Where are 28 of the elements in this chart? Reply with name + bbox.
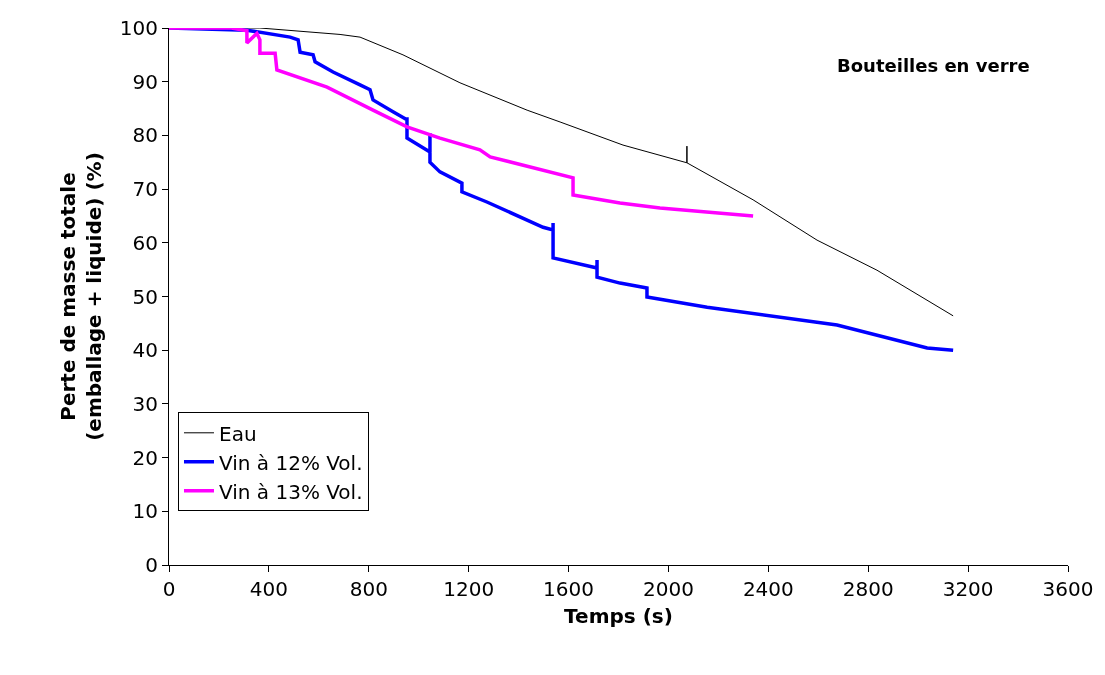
- y-tick-label: 20: [132, 445, 158, 470]
- y-tick-label: 40: [132, 338, 158, 363]
- annotation: Bouteilles en verre: [837, 55, 1030, 76]
- y-tick-label: 0: [145, 553, 158, 577]
- y-tick-label: 80: [132, 123, 158, 148]
- x-axis-title: Temps (s): [564, 603, 673, 628]
- x-tick-label: 2800: [842, 577, 894, 601]
- line-series: [169, 28, 755, 218]
- y-tick-label: 30: [132, 391, 158, 416]
- legend-label: Vin à 12% Vol.: [218, 450, 363, 475]
- y-tick-label: 60: [132, 230, 158, 255]
- x-tick-label: 400: [249, 577, 288, 601]
- x-tick-label: 800: [349, 577, 388, 601]
- x-tick-label: 0: [162, 577, 176, 601]
- y-tick-label: 100: [119, 16, 158, 40]
- y-tick-label: 10: [132, 499, 158, 524]
- y-tick-label: 70: [132, 177, 158, 202]
- legend-label: Vin à 13% Vol.: [218, 479, 363, 504]
- y-tick-label: 90: [132, 69, 158, 94]
- x-tick-label: 3200: [942, 577, 994, 601]
- x-tick-label: 3600: [1042, 577, 1094, 601]
- y-tick-label: 50: [132, 284, 158, 309]
- x-tick-label: 1200: [443, 577, 495, 601]
- x-tick-label: 2000: [642, 577, 694, 601]
- x-tick-label: 2400: [742, 577, 794, 601]
- x-tick-label: 1600: [543, 577, 595, 601]
- legend-label: Eau: [218, 421, 257, 446]
- y-axis-title: Perte de masse totale (emballage + liquide) (%): [56, 152, 107, 441]
